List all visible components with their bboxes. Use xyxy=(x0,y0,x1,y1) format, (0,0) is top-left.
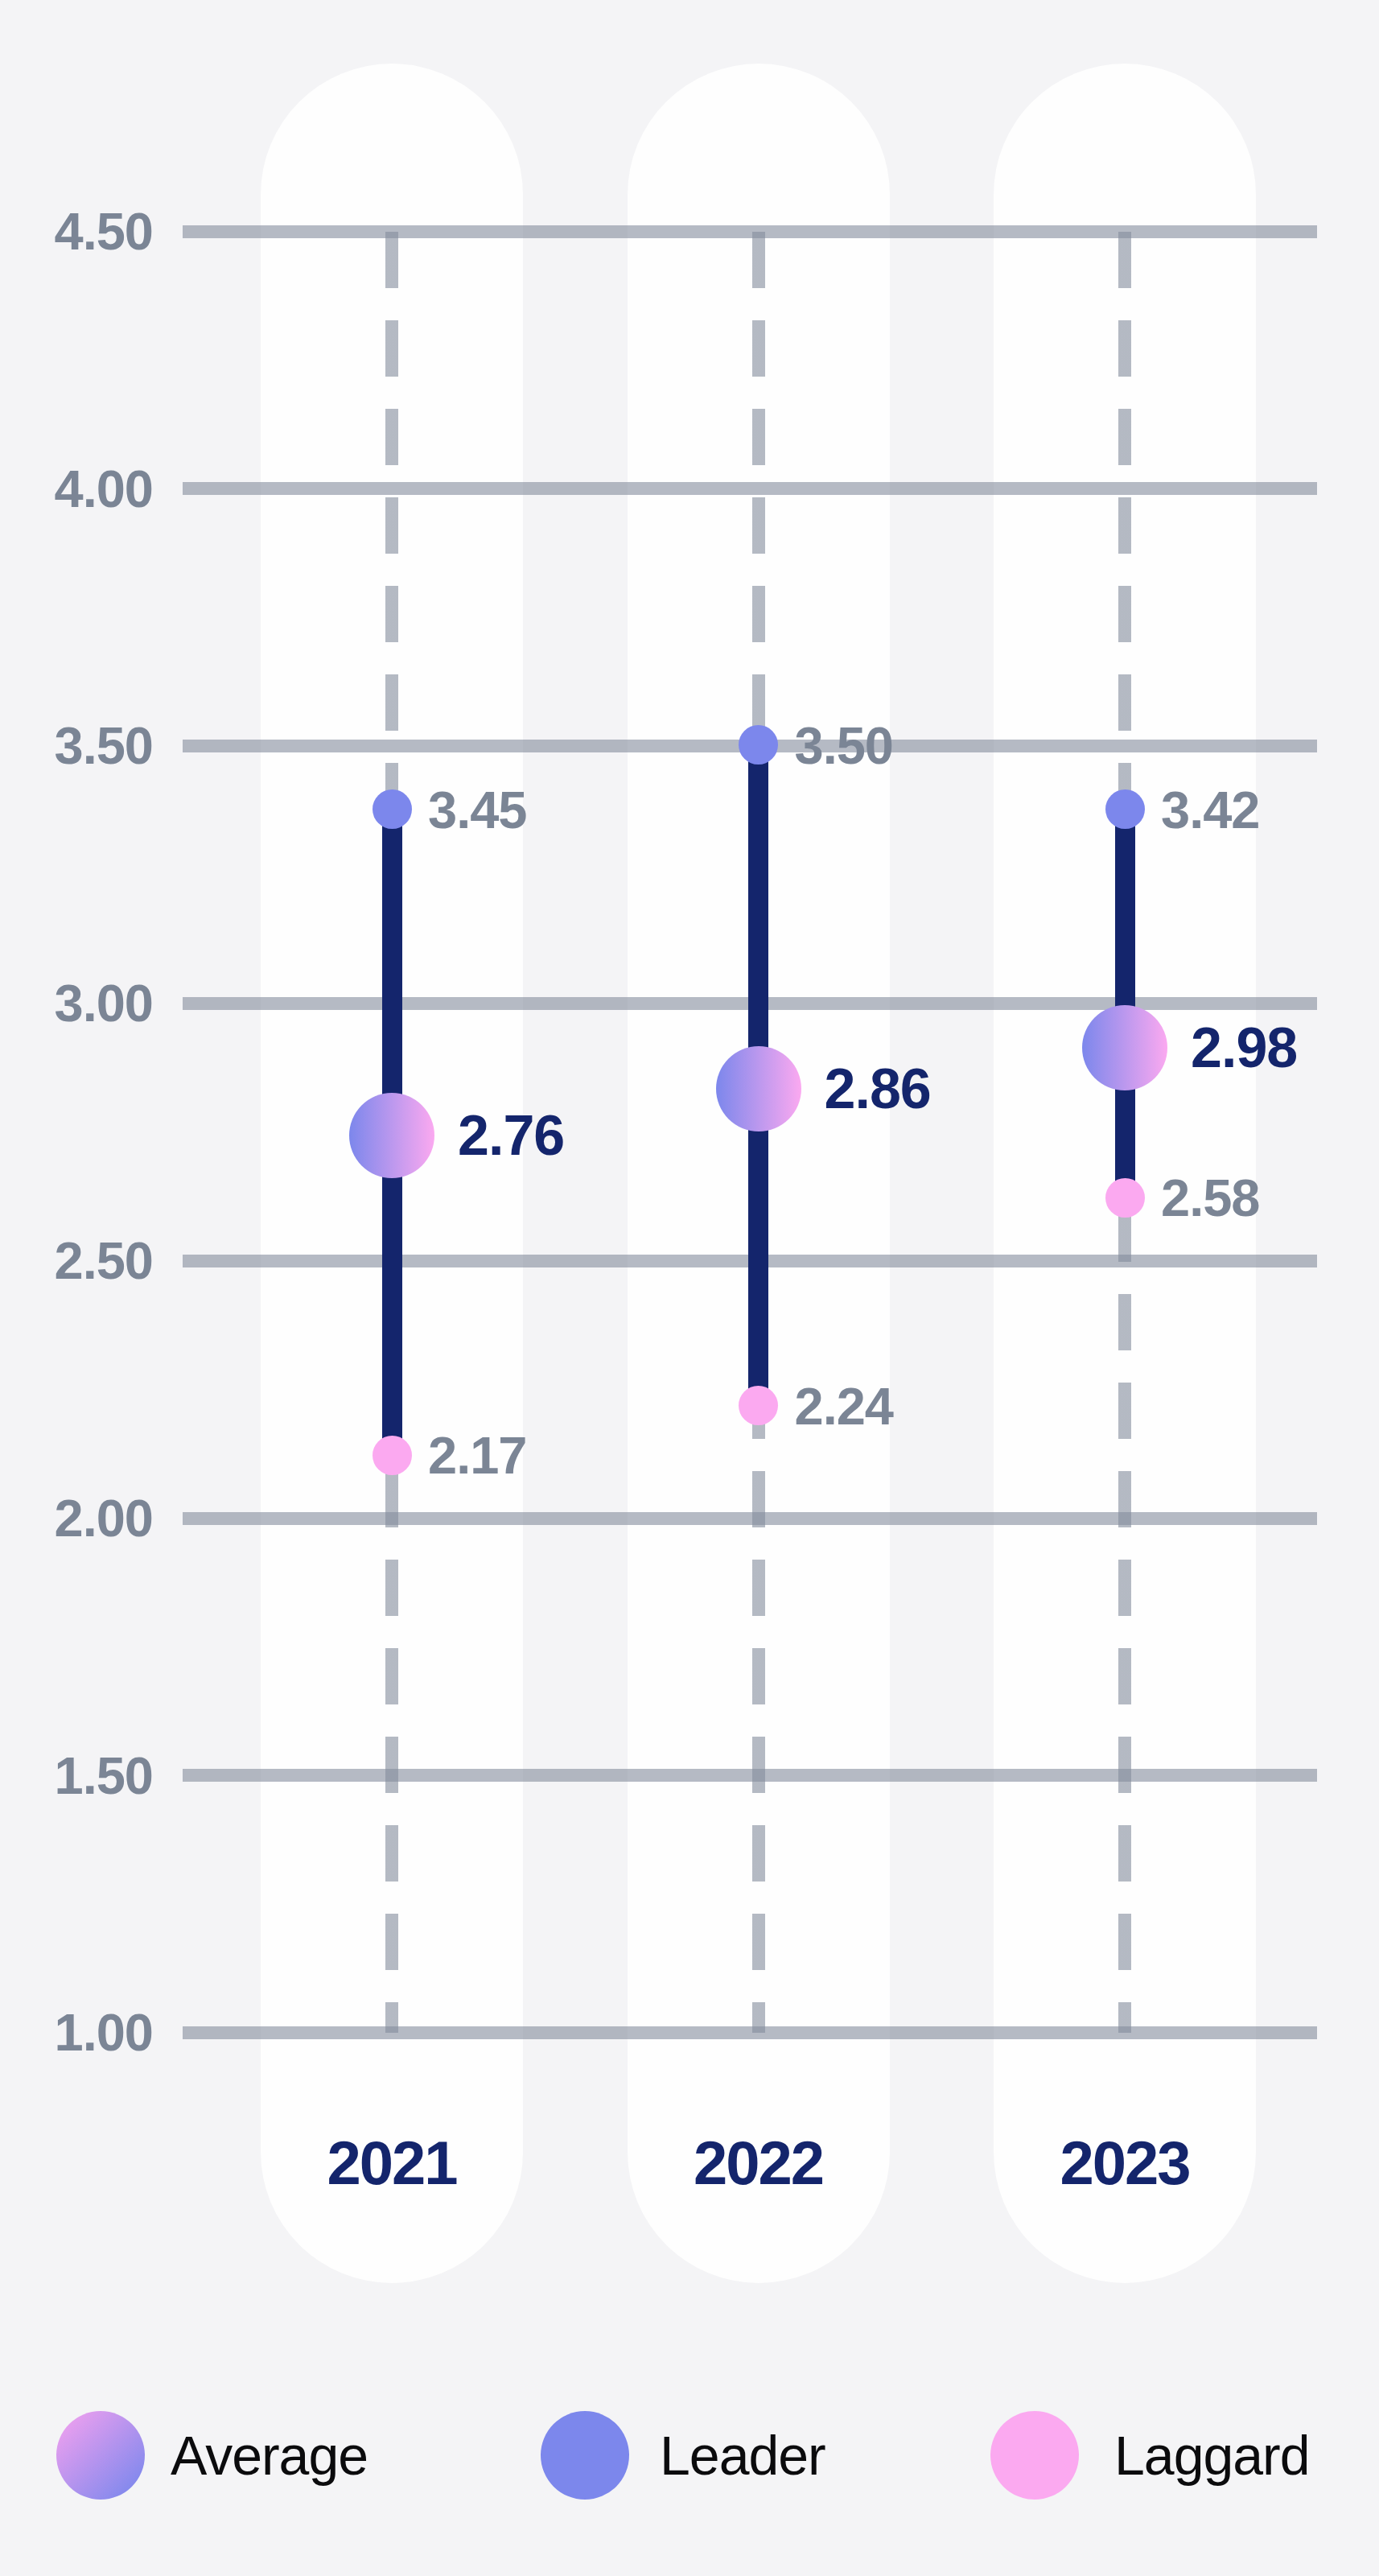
leader-dot xyxy=(739,725,778,765)
legend-swatch-average xyxy=(56,2411,145,2500)
year-label: 2022 xyxy=(694,2133,823,2194)
laggard-value-label: 2.24 xyxy=(795,1379,894,1432)
legend-label-average: Average xyxy=(171,2428,368,2483)
gridline xyxy=(183,1769,1317,1782)
leader-value-label: 3.45 xyxy=(428,783,527,835)
laggard-dot xyxy=(373,1436,412,1475)
range-chart: 4.50 4.00 3.50 3.00 2.50 2.00 1.50 1.00 3.45 2.17… xyxy=(0,0,1379,2576)
average-value-label: 2.98 xyxy=(1191,1020,1297,1076)
year-label: 2021 xyxy=(327,2133,456,2194)
gridline xyxy=(183,1512,1317,1525)
gridline xyxy=(183,482,1317,495)
average-dot xyxy=(1082,1005,1167,1090)
y-axis-label: 4.00 xyxy=(0,451,153,527)
y-axis-label: 4.50 xyxy=(0,194,153,270)
average-dot xyxy=(349,1093,434,1178)
leader-dot xyxy=(1105,789,1145,829)
year-label: 2023 xyxy=(1060,2133,1189,2194)
laggard-value-label: 2.58 xyxy=(1161,1172,1260,1224)
y-axis-label: 3.00 xyxy=(0,966,153,1041)
y-axis-label: 2.00 xyxy=(0,1481,153,1556)
average-dot xyxy=(716,1046,801,1131)
laggard-value-label: 2.17 xyxy=(428,1429,527,1482)
average-value-label: 2.86 xyxy=(825,1061,931,1117)
gridline xyxy=(183,225,1317,238)
leader-value-label: 3.42 xyxy=(1161,783,1260,835)
laggard-dot xyxy=(1105,1178,1145,1218)
leader-value-label: 3.50 xyxy=(795,719,894,771)
y-axis-label: 1.50 xyxy=(0,1738,153,1814)
range-bar xyxy=(1115,810,1135,1198)
y-axis-label: 1.00 xyxy=(0,1995,153,2071)
laggard-dot xyxy=(739,1386,778,1425)
y-axis-label: 2.50 xyxy=(0,1223,153,1299)
legend-label-leader: Leader xyxy=(660,2428,825,2483)
gridline xyxy=(183,2026,1317,2039)
y-axis-label: 3.50 xyxy=(0,708,153,784)
legend-swatch-leader xyxy=(541,2411,629,2500)
legend-swatch-laggard xyxy=(990,2411,1079,2500)
legend-label-laggard: Laggard xyxy=(1114,2428,1310,2483)
leader-dot xyxy=(373,789,412,829)
average-value-label: 2.76 xyxy=(458,1107,564,1164)
